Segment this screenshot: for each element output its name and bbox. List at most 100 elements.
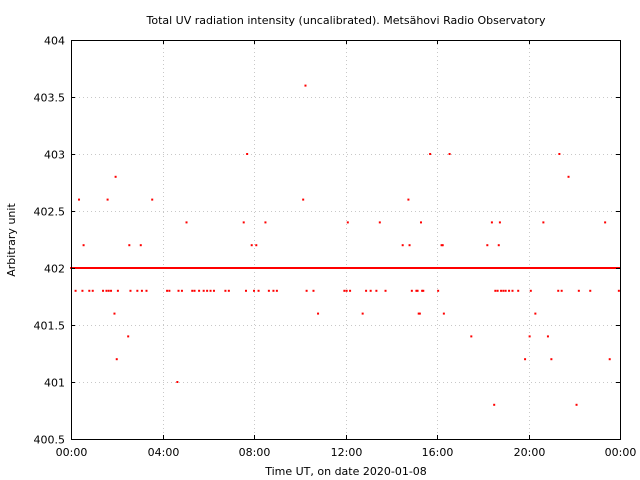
data-point [529,289,532,292]
data-point [365,289,368,292]
data-point [209,289,212,292]
y-tick-label: 401 [44,377,65,390]
data-point [401,244,404,247]
x-tick-label: 20:00 [514,446,546,459]
data-point [542,221,545,224]
x-tick-label: 12:00 [331,446,363,459]
data-point [421,289,424,292]
data-point [384,289,387,292]
data-point [275,289,278,292]
data-point [558,153,561,155]
data-point [81,289,84,292]
data-point [88,289,91,292]
data-point [116,289,119,292]
data-point [253,289,255,292]
data-point [224,289,227,292]
data-point [528,335,531,338]
data-point [493,403,496,406]
data-point [115,358,118,361]
data-point [151,198,154,201]
data-point [511,289,514,292]
data-point [206,289,209,292]
data-point [185,221,188,224]
data-point [113,312,116,315]
data-point [419,221,422,224]
data-point [264,221,267,224]
x-tick-label: 00:00 [605,446,637,459]
x-axis-label: Time UT, on date 2020-01-08 [264,465,427,478]
data-point [198,289,201,292]
data-point [212,289,215,292]
data-point [267,289,270,292]
data-point [128,244,131,247]
data-point [191,289,194,292]
y-tick-label: 402.5 [34,206,66,219]
data-point [136,289,139,292]
data-point [375,289,378,292]
y-tick-label: 402 [44,263,65,276]
data-point [82,244,85,247]
data-point [470,335,473,338]
data-point [139,244,142,247]
data-point [250,244,253,247]
data-point [575,403,578,406]
data-point [546,335,549,338]
data-point [255,244,258,247]
data-point [193,289,196,292]
data-point [502,289,505,292]
x-tick-label: 08:00 [239,446,271,459]
data-point [422,289,425,292]
data-point [369,289,372,292]
x-tick-label: 00:00 [56,446,88,459]
data-point [114,175,117,178]
data-point [177,289,180,292]
data-point [416,289,419,292]
data-point [517,289,520,292]
data-point [486,244,489,247]
x-tick-label: 04:00 [148,446,180,459]
y-tick-label: 400.5 [34,434,66,447]
data-point [524,358,527,361]
data-point [415,289,418,292]
data-point [508,289,511,292]
data-point [560,289,563,292]
data-point [410,289,413,292]
data-point [105,289,108,292]
data-point [567,175,570,178]
data-point [617,289,620,292]
data-point [317,312,320,315]
data-point [440,244,443,247]
data-point [246,153,249,155]
data-point [407,198,410,201]
data-point [140,289,143,292]
data-point [102,289,105,292]
data-point [490,221,493,224]
data-point [244,289,247,292]
data-point [497,244,500,247]
data-point [589,289,592,292]
data-point [500,289,503,292]
data-point [417,312,420,315]
x-tick-label: 16:00 [422,446,454,459]
data-point [608,358,611,361]
data-point [202,289,205,292]
data-point [448,153,451,155]
data-point [346,221,349,224]
data-point [494,289,497,292]
data-point [429,153,432,155]
data-point [129,289,132,292]
data-point [272,289,275,292]
grid [71,40,620,439]
data-point [145,289,148,292]
chart-title: Total UV radiation intensity (uncalibrat… [146,14,546,27]
data-point [127,335,130,338]
data-point [257,289,260,292]
data-point [418,312,421,315]
data-point [91,289,94,292]
data-point [557,289,560,292]
data-point [107,289,110,292]
data-point [604,221,607,224]
data-point [166,289,169,292]
data-point [349,289,352,292]
